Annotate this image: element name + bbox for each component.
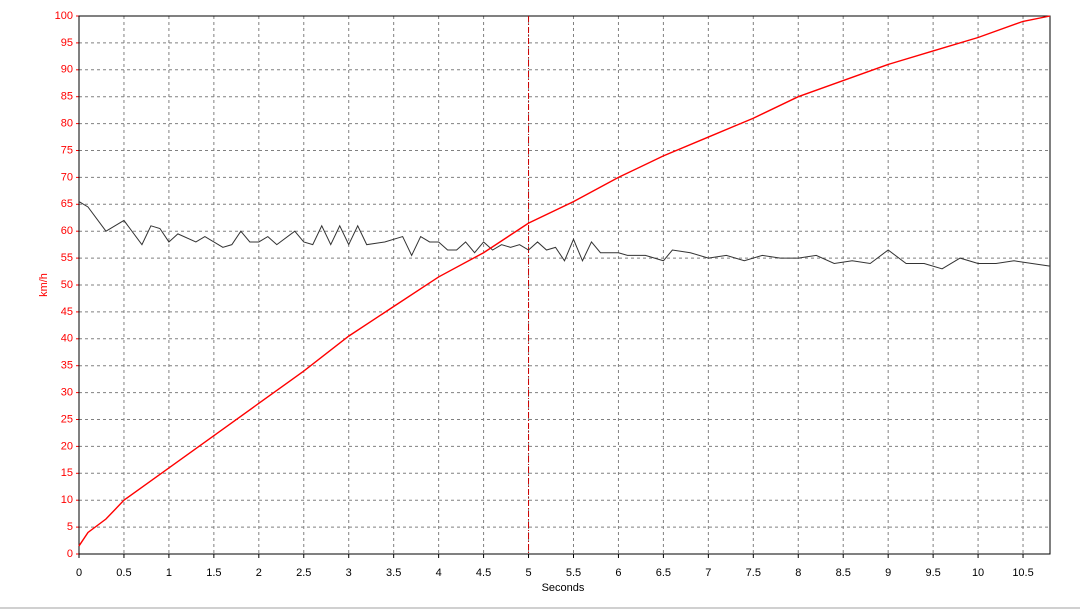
data-line (78, 15, 1051, 547)
y-tick-label: 90 (61, 64, 73, 76)
x-tick-label: 9 (885, 567, 891, 579)
y-tick-label: 85 (61, 91, 73, 103)
x-tick-label: 7 (705, 567, 711, 579)
y-tick-label: 70 (61, 171, 73, 183)
y-tick-label: 10 (61, 494, 73, 506)
y-tick-label: 100 (55, 10, 73, 22)
plot-frame (78, 15, 1051, 555)
x-tick-label: 5.5 (566, 567, 581, 579)
x-tick-label: 9.5 (925, 567, 940, 579)
y-tick-label: 50 (61, 279, 73, 291)
data-line (78, 201, 1051, 270)
y-tick-label: 35 (61, 360, 73, 372)
x-tick-label: 3 (346, 567, 352, 579)
y-tick-label: 60 (61, 225, 73, 237)
x-tick-label: 2.5 (296, 567, 311, 579)
x-tick-label: 10 (972, 567, 984, 579)
y-axis-label: km/h (38, 273, 50, 297)
y-tick-label: 95 (61, 37, 73, 49)
x-tick-label: 6.5 (656, 567, 671, 579)
y-tick-label: 65 (61, 198, 73, 210)
y-tick-label: 40 (61, 333, 73, 345)
y-tick-label: 25 (61, 413, 73, 425)
x-tick-label: 6 (615, 567, 621, 579)
x-tick-label: 8 (795, 567, 801, 579)
x-tick-label: 5 (525, 567, 531, 579)
y-tick-label: 55 (61, 252, 73, 264)
x-tick-label: 1 (166, 567, 172, 579)
x-tick-label: 8.5 (836, 567, 851, 579)
y-tick-label: 0 (67, 548, 73, 560)
y-tick-label: 5 (67, 521, 73, 533)
x-tick-label: 0.5 (116, 567, 131, 579)
y-tick-label: 75 (61, 144, 73, 156)
x-tick-label: 10.5 (1012, 567, 1033, 579)
x-tick-label: 1.5 (206, 567, 221, 579)
x-tick-label: 7.5 (746, 567, 761, 579)
y-tick-label: 30 (61, 387, 73, 399)
x-tick-label: 4.5 (476, 567, 491, 579)
y-tick-label: 80 (61, 118, 73, 130)
x-tick-label: 0 (76, 567, 82, 579)
x-tick-label: 4 (436, 567, 442, 579)
y-tick-label: 45 (61, 306, 73, 318)
x-axis-label: Seconds (542, 582, 585, 594)
x-tick-label: 3.5 (386, 567, 401, 579)
y-tick-label: 20 (61, 440, 73, 452)
y-tick-label: 15 (61, 467, 73, 479)
x-tick-label: 2 (256, 567, 262, 579)
